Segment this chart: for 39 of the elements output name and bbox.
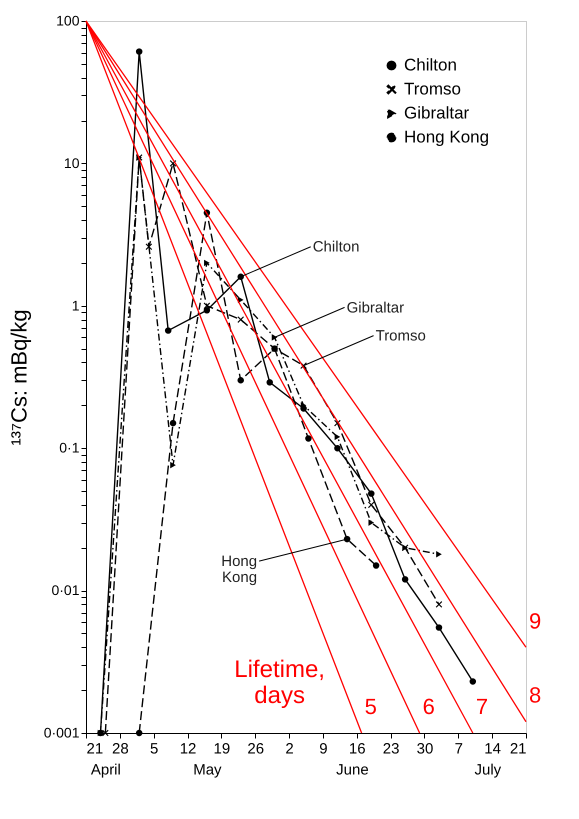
y-tick-label: 0·1 <box>59 440 80 456</box>
x-tick-label: 19 <box>214 740 230 758</box>
series-label: 6 <box>422 694 435 719</box>
x-tick-label: 21 <box>510 740 526 758</box>
x-tick-label: 9 <box>319 740 328 758</box>
x-tick-label: 12 <box>180 740 196 758</box>
x-tick-label: 28 <box>112 740 129 758</box>
annotation: Lifetime, days <box>234 656 325 710</box>
series-label: 9 <box>529 608 542 634</box>
x-tick-label: 7 <box>454 740 463 758</box>
x2-tick-label: June <box>336 762 369 778</box>
x-tick-label: 2 <box>285 740 294 758</box>
y-tick-label: 0·001 <box>44 724 80 740</box>
series-label: 7 <box>476 694 488 719</box>
y-tick-label: 0·01 <box>51 582 80 598</box>
y-tick-label: 1 <box>72 297 80 314</box>
x-tick-label: 26 <box>247 740 264 758</box>
x2-tick-label: May <box>193 762 222 778</box>
x-tick-label: 14 <box>484 740 501 758</box>
annotation: Hong Kong <box>221 553 258 586</box>
x-tick-label: 5 <box>150 740 158 758</box>
y-axis-title: ¹³⁷Cs: mBq/kg <box>6 309 32 446</box>
annotation: Gibraltar <box>346 299 404 316</box>
y-tick-label: 10 <box>64 154 80 171</box>
annotation: Tromso <box>376 328 426 345</box>
legend-label: Hong Kong <box>404 128 490 146</box>
series-label: 5 <box>364 694 377 719</box>
x-tick-label: 30 <box>416 740 434 758</box>
x-tick-label: 23 <box>382 740 400 758</box>
legend-label: Chilton <box>404 56 457 74</box>
series-label: 8 <box>529 682 542 708</box>
x-tick-label: 21 <box>86 740 104 758</box>
y-tick-label: 100 <box>56 12 80 28</box>
x-tick-label: 16 <box>348 740 366 758</box>
x2-tick-label: July <box>474 762 502 778</box>
annotation: Chilton <box>312 238 360 256</box>
legend-label: Gibraltar <box>404 104 470 122</box>
legend-label: Tromso <box>404 80 461 98</box>
x2-tick-label: April <box>90 762 121 778</box>
